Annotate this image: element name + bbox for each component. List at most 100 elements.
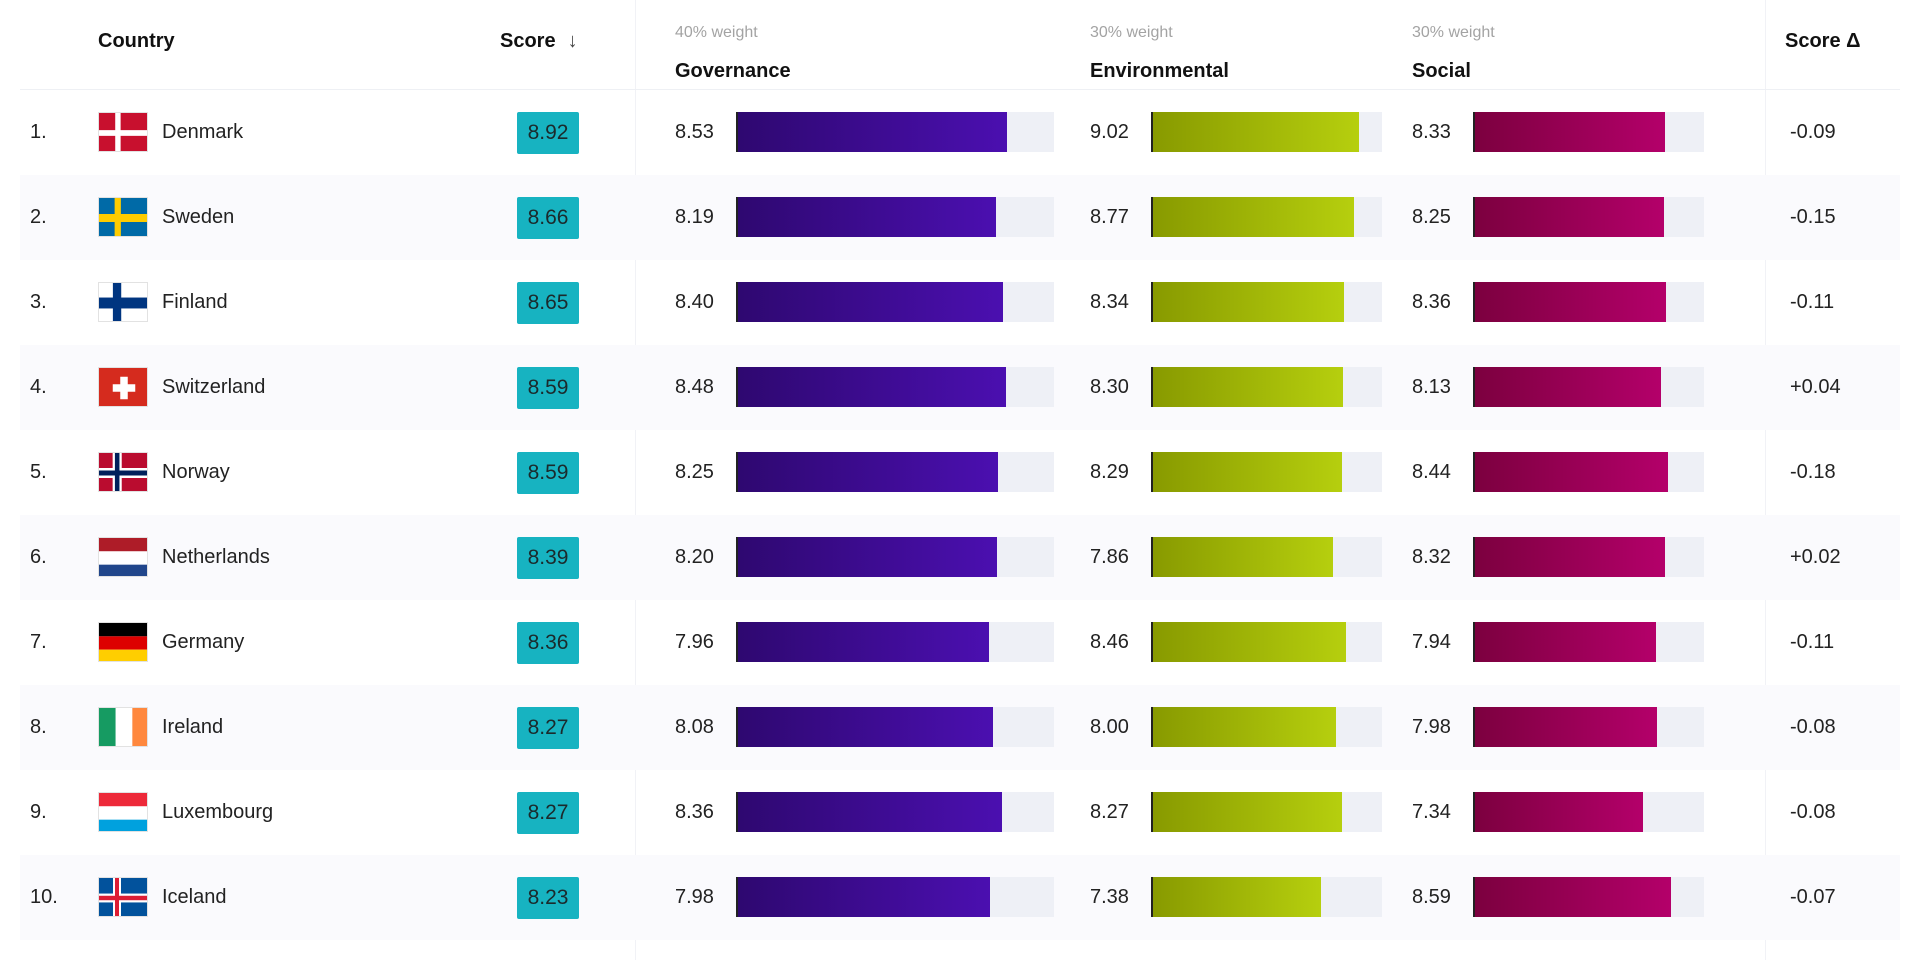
table-row[interactable]: 4. Switzerland 8.59 8.48 8.30 8.13 +0.04 (20, 345, 1900, 430)
rank-label: 9. (30, 801, 47, 823)
environmental-bar-track (1151, 537, 1382, 577)
score-delta: -0.07 (1790, 886, 1836, 908)
social-bar (1473, 452, 1668, 492)
rank-label: 7. (30, 631, 47, 653)
social-bar-track (1473, 197, 1704, 237)
table-row[interactable]: 9. Luxembourg 8.27 8.36 8.27 7.34 -0.08 (20, 770, 1900, 855)
social-bar (1473, 197, 1664, 237)
score-badge: 8.27 (517, 792, 579, 834)
social-value: 8.36 (1412, 291, 1451, 313)
environmental-value: 8.46 (1090, 631, 1129, 653)
social-value: 8.33 (1412, 121, 1451, 143)
social-value: 7.98 (1412, 716, 1451, 738)
flag-switzerland-icon (98, 367, 148, 407)
governance-value: 7.96 (675, 631, 714, 653)
country-name: Ireland (162, 716, 224, 738)
rank-label: 4. (30, 376, 47, 398)
governance-bar-track (736, 452, 1054, 492)
social-bar-track (1473, 452, 1704, 492)
table-row[interactable]: 8. Ireland 8.27 8.08 8.00 7.98 -0.08 (20, 685, 1900, 770)
environmental-bar-track (1151, 792, 1382, 832)
environmental-value: 8.77 (1090, 206, 1129, 228)
score-delta: +0.04 (1790, 376, 1841, 398)
environmental-bar-track (1151, 877, 1382, 917)
header-score-label: Score (500, 30, 556, 52)
social-value: 7.34 (1412, 801, 1451, 823)
governance-bar-track (736, 877, 1054, 917)
social-value: 7.94 (1412, 631, 1451, 653)
environmental-value: 8.00 (1090, 716, 1129, 738)
table-row[interactable]: 3. Finland 8.65 8.40 8.34 8.36 -0.11 (20, 260, 1900, 345)
header-country[interactable]: Country (98, 30, 175, 52)
rank-label: 5. (30, 461, 47, 483)
governance-value: 8.48 (675, 376, 714, 398)
governance-bar-track (736, 367, 1054, 407)
sort-down-icon[interactable]: ↓ (567, 30, 578, 52)
governance-bar-track (736, 537, 1054, 577)
flag-finland-icon (98, 282, 148, 322)
governance-bar (736, 112, 1008, 152)
flag-denmark-icon (98, 112, 148, 152)
header-governance[interactable]: Governance (675, 60, 791, 82)
social-bar (1473, 367, 1661, 407)
ranking-table: Country Score ↓ 40% weight Governance 30%… (20, 0, 1900, 960)
governance-bar (736, 622, 990, 662)
score-badge: 8.36 (517, 622, 579, 664)
flag-norway-icon (98, 452, 148, 492)
governance-bar (736, 877, 990, 917)
flag-luxembourg-icon (98, 792, 148, 832)
environmental-bar (1151, 707, 1336, 747)
flag-ireland-icon (98, 707, 148, 747)
header-score-delta[interactable]: Score Δ (1785, 30, 1861, 52)
table-row[interactable]: 5. Norway 8.59 8.25 8.29 8.44 -0.18 (20, 430, 1900, 515)
column-divider (1765, 0, 1766, 960)
table-row[interactable]: 7. Germany 8.36 7.96 8.46 7.94 -0.11 (20, 600, 1900, 685)
flag-germany-icon (98, 622, 148, 662)
social-bar (1473, 877, 1672, 917)
governance-value: 8.19 (675, 206, 714, 228)
environmental-bar-track (1151, 197, 1382, 237)
score-badge: 8.59 (517, 452, 579, 494)
social-bar (1473, 792, 1643, 832)
governance-bar-track (736, 197, 1054, 237)
environmental-bar-track (1151, 282, 1382, 322)
table-row[interactable]: 2. Sweden 8.66 8.19 8.77 8.25 -0.15 (20, 175, 1900, 260)
country-name: Finland (162, 291, 228, 313)
header-environmental[interactable]: Environmental (1090, 60, 1229, 82)
governance-bar (736, 707, 993, 747)
flag-netherlands-icon (98, 537, 148, 577)
environmental-bar (1151, 367, 1343, 407)
social-value: 8.44 (1412, 461, 1451, 483)
flag-sweden-icon (98, 197, 148, 237)
rank-label: 2. (30, 206, 47, 228)
social-bar (1473, 112, 1666, 152)
social-bar (1473, 622, 1657, 662)
social-bar-track (1473, 877, 1704, 917)
governance-value: 8.40 (675, 291, 714, 313)
social-bar-track (1473, 792, 1704, 832)
governance-bar-track (736, 622, 1054, 662)
rank-label: 10. (30, 886, 58, 908)
flag-iceland-icon (98, 877, 148, 917)
country-name: Netherlands (162, 546, 270, 568)
environmental-bar-track (1151, 707, 1382, 747)
table-row[interactable]: 10. Iceland 8.23 7.98 7.38 8.59 -0.07 (20, 855, 1900, 940)
environmental-bar (1151, 877, 1322, 917)
score-badge: 8.66 (517, 197, 579, 239)
table-row[interactable]: 6. Netherlands 8.39 8.20 7.86 8.32 +0.02 (20, 515, 1900, 600)
country-name: Sweden (162, 206, 235, 228)
table-row[interactable]: 1. Denmark 8.92 8.53 9.02 8.33 -0.09 (20, 90, 1900, 175)
score-delta: -0.11 (1790, 631, 1835, 653)
header-social[interactable]: Social (1412, 60, 1471, 82)
governance-bar-track (736, 792, 1054, 832)
social-bar-track (1473, 707, 1704, 747)
environmental-bar-track (1151, 112, 1382, 152)
governance-bar (736, 537, 997, 577)
score-delta: -0.09 (1790, 121, 1836, 143)
environmental-bar-track (1151, 622, 1382, 662)
social-value: 8.25 (1412, 206, 1451, 228)
rank-label: 6. (30, 546, 47, 568)
header-score[interactable]: Score ↓ (500, 30, 578, 53)
environmental-bar (1151, 452, 1343, 492)
environmental-bar (1151, 792, 1343, 832)
